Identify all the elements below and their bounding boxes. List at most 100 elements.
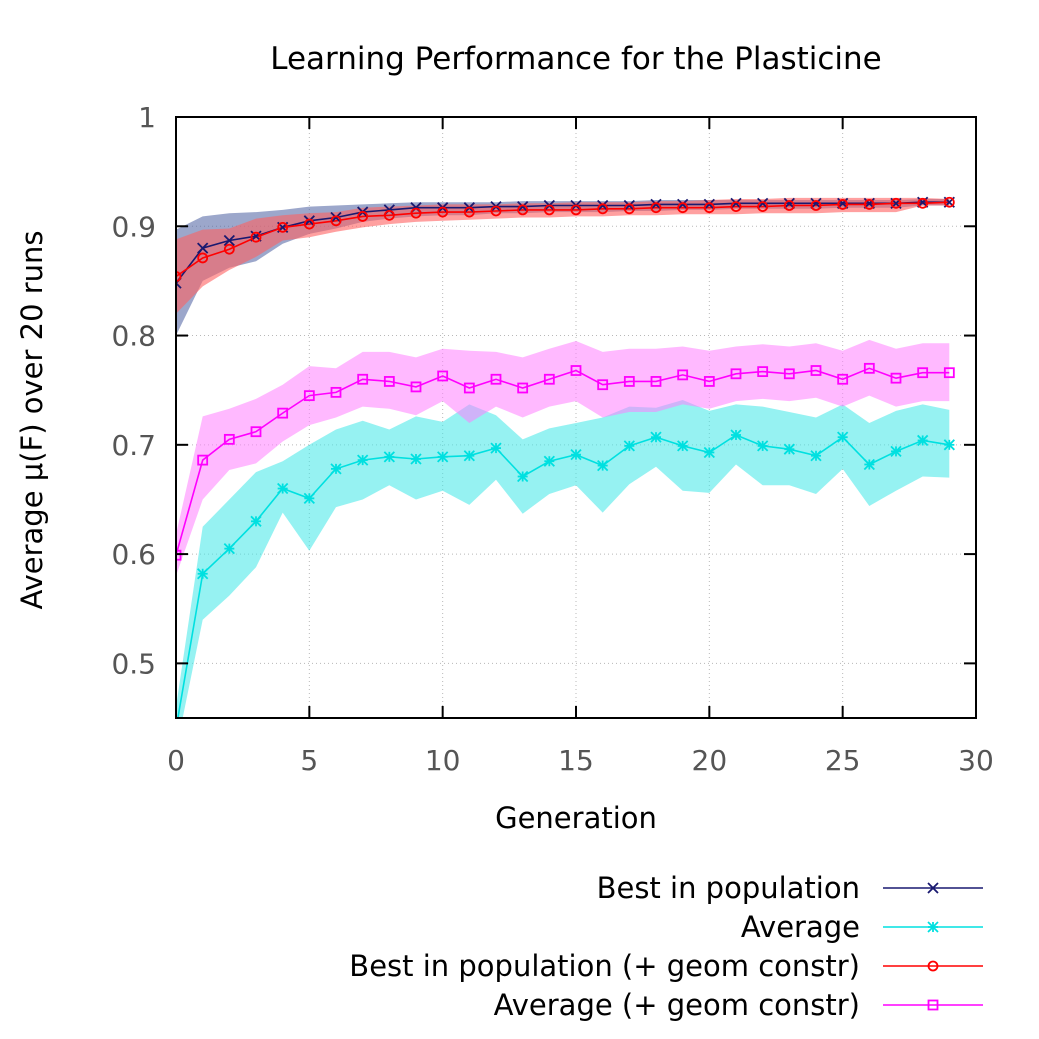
legend-swatch-marker	[927, 960, 939, 972]
x-tick-label: 10	[425, 744, 461, 777]
legend-item-average: Average	[741, 910, 983, 944]
marker-stroke	[223, 234, 235, 247]
marker-circle	[837, 199, 849, 210]
marker-stroke	[517, 200, 529, 213]
best-in-population-point	[623, 199, 635, 212]
best-in-population-geom-constr-point	[890, 197, 902, 209]
marker-square	[927, 999, 939, 1011]
average-geom-constr-point	[303, 390, 315, 402]
best-in-population-geom-constr-point	[757, 201, 769, 213]
marker-circle	[197, 252, 209, 264]
marker-square	[517, 382, 529, 394]
average-geom-constr-point	[543, 373, 555, 385]
legend-item-average-geom-constr: Average (+ geom constr)	[494, 988, 983, 1022]
legend-item-best-in-population-geom-constr: Best in population (+ geom constr)	[349, 949, 983, 983]
marker-stroke	[703, 198, 715, 211]
average-point	[783, 443, 795, 455]
y-tick-label: 0.6	[111, 538, 156, 571]
average-geom-constr-point	[357, 373, 369, 385]
average-geom-constr-point	[517, 382, 529, 394]
marker-circle	[943, 196, 955, 208]
marker-stroke	[927, 882, 939, 894]
marker-square	[783, 368, 795, 380]
best-in-population-geom-constr-point	[623, 203, 635, 215]
y-tick-label: 1	[138, 101, 156, 134]
marker-square	[410, 381, 422, 393]
marker-square	[437, 370, 449, 382]
best-in-population-point	[810, 197, 822, 209]
average-geom-constr-point	[917, 367, 929, 379]
marker-circle	[410, 207, 422, 219]
average-point	[650, 431, 662, 443]
best-in-population-point	[730, 197, 742, 209]
marker-square	[703, 376, 715, 387]
legend-item-best-in-population: Best in population	[597, 871, 983, 905]
best-in-population-geom-constr-point	[357, 211, 369, 222]
axis-ticks	[175, 116, 977, 718]
marker-stroke	[176, 281, 182, 289]
legend-swatch-marker	[927, 999, 939, 1011]
marker-square	[863, 362, 875, 374]
marker-square	[197, 454, 209, 466]
marker-stroke	[597, 199, 609, 212]
marker-stroke	[730, 197, 742, 209]
best-in-population-point	[597, 199, 609, 212]
x-tick-label: 25	[825, 744, 861, 777]
average-point	[463, 450, 475, 462]
marker-square	[650, 376, 662, 387]
marker-square	[357, 373, 369, 385]
average-point	[330, 463, 342, 475]
legend-label: Best in population	[597, 871, 860, 905]
best-in-population-point	[197, 242, 209, 254]
marker-square	[757, 366, 769, 378]
marker-circle	[250, 231, 262, 243]
marker-circle	[810, 200, 822, 211]
average-geom-constr-point	[810, 365, 822, 376]
marker-square	[490, 373, 502, 385]
legend-swatch-marker	[927, 882, 939, 894]
marker-circle	[623, 203, 635, 215]
best-in-population-geom-constr-point	[250, 231, 262, 243]
marker-stroke	[677, 198, 689, 211]
marker-circle	[730, 201, 742, 213]
average-geom-constr-point	[463, 382, 475, 394]
marker-circle	[517, 204, 529, 216]
average-point	[543, 455, 555, 467]
x-tick-label: 5	[300, 744, 318, 777]
average-geom-constr-point	[197, 454, 209, 466]
average-point	[197, 568, 209, 580]
marker-circle	[303, 218, 315, 230]
marker-square	[250, 426, 262, 438]
marker-circle	[597, 203, 609, 215]
marker-square	[890, 372, 902, 384]
best-in-population-geom-constr-point	[490, 205, 502, 217]
marker-stroke	[197, 242, 209, 254]
marker-square	[730, 368, 742, 380]
x-tick-label: 20	[692, 744, 728, 777]
best-in-population-geom-constr-point	[730, 201, 742, 213]
marker-square	[463, 382, 475, 394]
average-geom-constr-point	[757, 366, 769, 378]
legend-label: Average	[741, 910, 860, 944]
legend-swatch-marker	[927, 921, 939, 933]
average-point	[623, 440, 635, 452]
average-geom-constr-point	[650, 376, 662, 387]
marker-circle	[437, 206, 449, 218]
average-point	[703, 446, 715, 459]
marker-stroke	[623, 199, 635, 212]
x-tick-label: 0	[167, 744, 185, 777]
marker-stroke	[650, 198, 662, 211]
marker-circle	[383, 209, 395, 221]
x-tick-labels: 0 5 10 15 20 25 30	[167, 744, 994, 777]
average-geom-constr-point	[890, 372, 902, 384]
y-tick-label: 0.8	[111, 320, 156, 353]
legend: Best in population Average Best in populat…	[349, 871, 983, 1022]
best-in-population-geom-constr-point	[330, 215, 342, 227]
average-point	[357, 454, 369, 466]
y-tick-label: 0.5	[111, 647, 156, 680]
average-geom-constr-point	[597, 379, 609, 391]
x-tick-label: 15	[558, 744, 594, 777]
best-in-population-point	[517, 200, 529, 213]
marker-square	[223, 433, 235, 445]
